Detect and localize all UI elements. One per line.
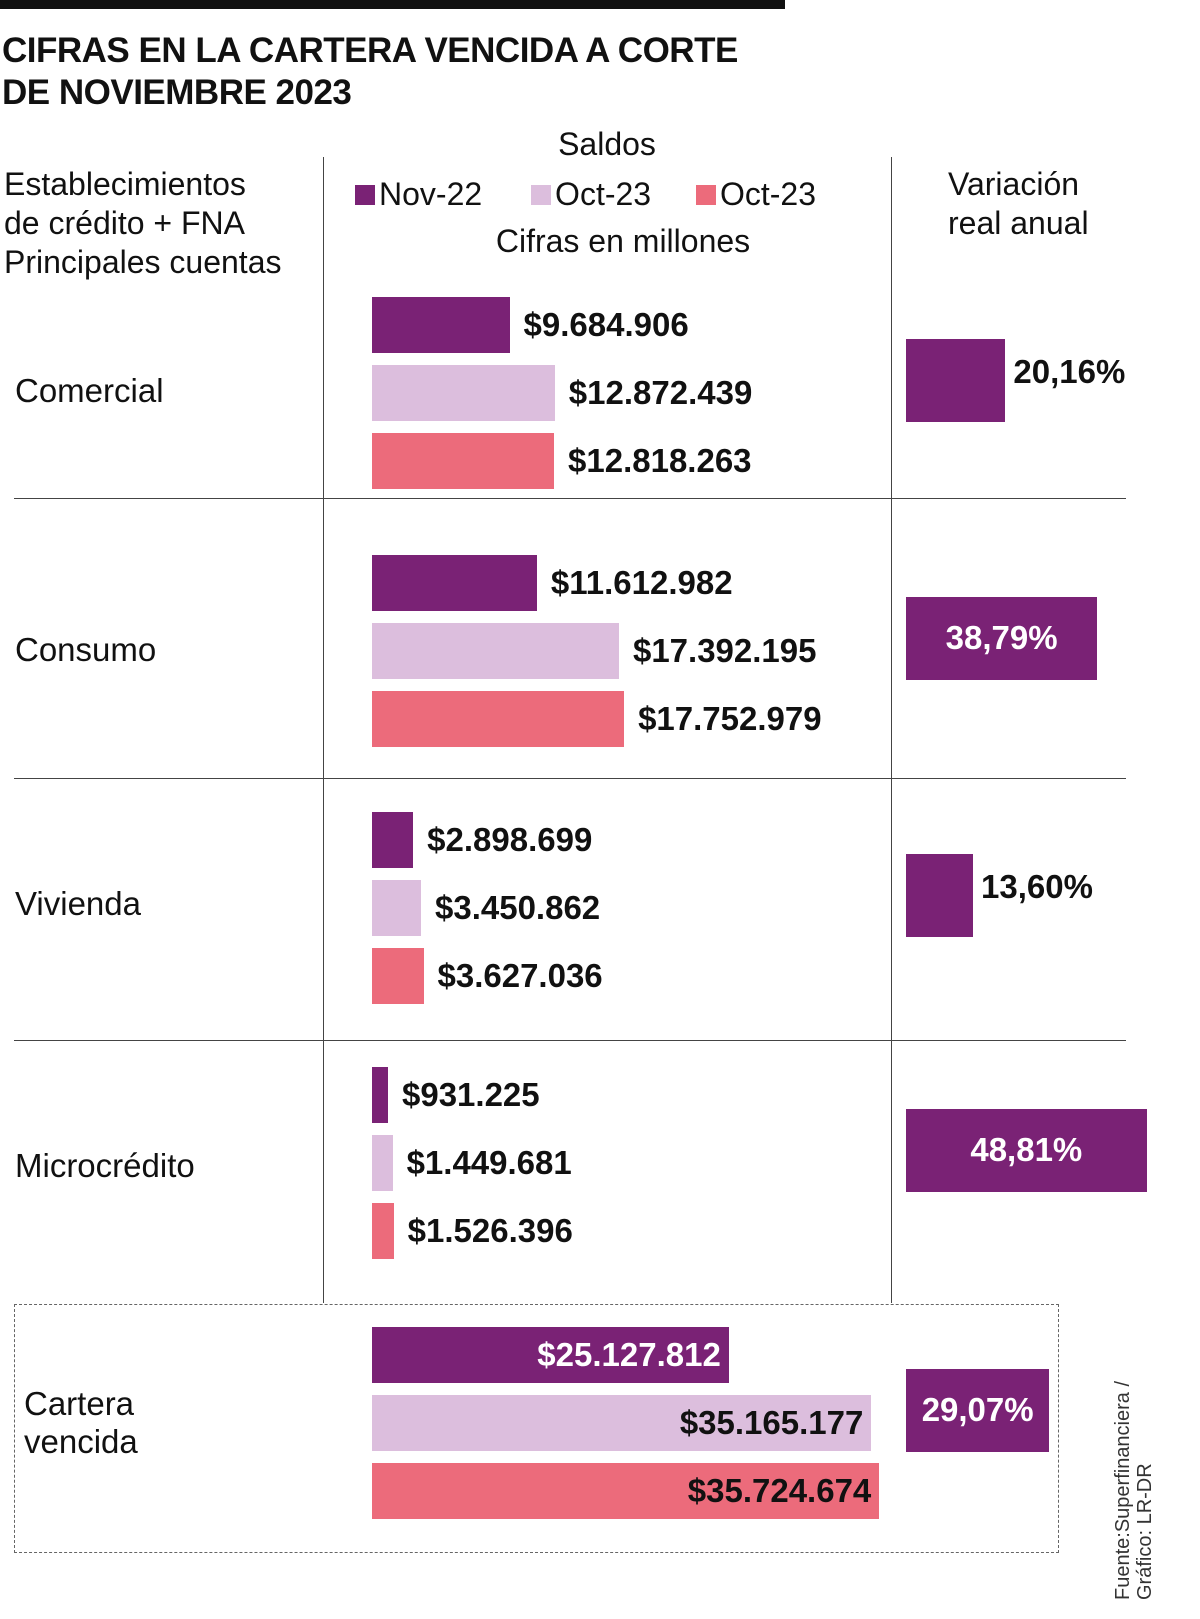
right-header-line: Variación bbox=[948, 166, 1080, 202]
saldos-subtitle: Cifras en millones bbox=[495, 223, 751, 259]
variation-bar bbox=[906, 597, 1098, 680]
bar-oct-23 bbox=[372, 1395, 872, 1451]
saldos-title: Saldos bbox=[558, 126, 656, 162]
bar-value-label: $1.449.681 bbox=[406, 1144, 572, 1181]
legend-item: Nov-22 bbox=[355, 176, 482, 212]
variation-label: 38,79% bbox=[945, 619, 1058, 656]
chart-title: CIFRAS EN LA CARTERA VENCIDA A CORTE DE … bbox=[2, 30, 802, 114]
bar-oct-23 bbox=[372, 948, 424, 1004]
legend-item: Oct-23 bbox=[695, 176, 816, 212]
left-header: Establecimientos de crédito + FNA Princi… bbox=[4, 165, 281, 282]
variation-bar bbox=[906, 1109, 1147, 1192]
bar-value-label: $11.612.982 bbox=[550, 564, 733, 601]
variation-label: 48,81% bbox=[970, 1131, 1083, 1168]
legend-label: Nov-22 bbox=[379, 176, 483, 212]
source-line: Gráfico: LR-DR bbox=[1134, 1463, 1156, 1600]
top-rule bbox=[0, 0, 785, 9]
legend-label: Oct-23 bbox=[719, 176, 816, 212]
variation-bar bbox=[906, 1369, 1050, 1452]
bar-oct-23 bbox=[372, 1463, 880, 1519]
bar-value-label: $17.392.195 bbox=[632, 632, 817, 669]
bar-nov-22 bbox=[372, 1067, 388, 1123]
bar-value-label: $25.127.812 bbox=[537, 1336, 721, 1373]
bar-oct-23 bbox=[372, 1203, 394, 1259]
category-label: Comercial bbox=[15, 372, 164, 409]
bar-nov-22 bbox=[372, 297, 510, 353]
bar-value-label: $3.627.036 bbox=[437, 957, 603, 994]
bar-value-label: $12.818.263 bbox=[568, 442, 752, 479]
bar-oct-23 bbox=[372, 365, 555, 421]
bar-value-label: $35.165.177 bbox=[679, 1404, 864, 1441]
legend: Nov-22 Oct-23 Oct-23 bbox=[355, 175, 816, 214]
bar-oct-23 bbox=[372, 623, 619, 679]
bar-oct-23 bbox=[372, 691, 625, 747]
legend-swatch bbox=[695, 185, 716, 205]
legend-item: Oct-23 bbox=[531, 176, 651, 212]
divider bbox=[14, 498, 1126, 499]
legend-swatch bbox=[355, 185, 375, 205]
divider bbox=[14, 1040, 1126, 1041]
bar-value-label: $17.752.979 bbox=[638, 700, 822, 737]
right-header: Variación real anual bbox=[948, 165, 1089, 243]
variation-label: 29,07% bbox=[921, 1391, 1034, 1428]
category-label: Microcrédito bbox=[15, 1147, 195, 1184]
bar-value-label: $2.898.699 bbox=[427, 821, 593, 858]
legend-label: Oct-23 bbox=[555, 176, 652, 212]
bar-value-label: $12.872.439 bbox=[568, 374, 753, 411]
category-label: Cartera vencida bbox=[24, 1385, 138, 1460]
title-line-2: DE NOVIEMBRE 2023 bbox=[2, 73, 352, 112]
left-header-line: Principales cuentas bbox=[4, 244, 282, 280]
bar-value-label: $931.225 bbox=[402, 1076, 540, 1113]
bar-value-label: $3.450.862 bbox=[435, 889, 601, 926]
total-box bbox=[14, 1304, 1059, 1553]
bar-oct-23 bbox=[372, 433, 555, 489]
variation-bar bbox=[906, 854, 974, 937]
divider bbox=[14, 778, 1126, 779]
variation-bar bbox=[906, 339, 1006, 422]
left-header-line: de crédito + FNA bbox=[4, 205, 245, 241]
divider bbox=[891, 157, 892, 1303]
bar-value-label: $1.526.396 bbox=[407, 1212, 573, 1249]
legend-swatch bbox=[531, 185, 552, 205]
variation-label: 13,60% bbox=[981, 868, 1093, 905]
bar-oct-23 bbox=[372, 880, 421, 936]
bar-nov-22 bbox=[372, 555, 537, 611]
source-line: Fuente:Superfinanciera / bbox=[1112, 1380, 1134, 1600]
source-note: Fuente:Superfinanciera / Gráfico: LR-DR bbox=[1112, 1381, 1156, 1600]
right-header-line: real anual bbox=[948, 205, 1089, 241]
category-label: Consumo bbox=[15, 631, 157, 668]
bar-value-label: $35.724.674 bbox=[687, 1472, 872, 1509]
category-label: Vivienda bbox=[15, 885, 141, 922]
left-header-line: Establecimientos bbox=[4, 166, 246, 202]
bar-oct-23 bbox=[372, 1135, 393, 1191]
bar-value-label: $9.684.906 bbox=[523, 306, 689, 343]
bar-nov-22 bbox=[372, 1327, 729, 1383]
variation-label: 20,16% bbox=[1013, 353, 1126, 390]
divider bbox=[323, 157, 324, 1303]
title-line-1: CIFRAS EN LA CARTERA VENCIDA A CORTE bbox=[2, 31, 738, 70]
bar-nov-22 bbox=[372, 812, 414, 868]
